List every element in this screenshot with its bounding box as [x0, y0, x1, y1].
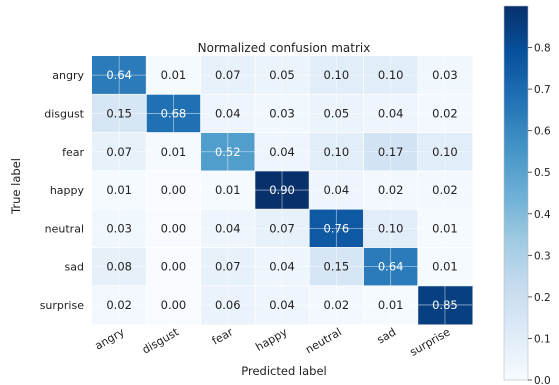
x-tick-label: sad [375, 325, 398, 346]
cell-value-label: 0.01 [432, 260, 458, 274]
cell-value-label: 0.03 [269, 106, 295, 120]
colorbar-tick-label: 0.8 [534, 43, 551, 55]
cell-value-label: 0.03 [106, 221, 132, 235]
cell-value-label: 0.02 [324, 298, 350, 312]
cell-value-label: 0.00 [161, 298, 187, 312]
cell-value-label: 0.76 [324, 221, 350, 235]
cell-value-label: 0.04 [269, 145, 295, 159]
cell-value-label: 0.17 [378, 145, 404, 159]
colorbar-tick-label: 0.1 [534, 333, 551, 345]
cell-value-label: 0.15 [324, 260, 350, 274]
cell-value-label: 0.68 [161, 106, 187, 120]
cell-value-label: 0.04 [378, 106, 404, 120]
cell-value-label: 0.64 [378, 260, 404, 274]
x-tick-label: fear [210, 325, 236, 347]
cell-value-label: 0.07 [215, 260, 241, 274]
cell-value-label: 0.01 [378, 298, 404, 312]
colorbar-tick-label: 0.2 [534, 292, 551, 304]
cell-value-label: 0.02 [432, 183, 458, 197]
cell-value-label: 0.08 [106, 260, 132, 274]
cell-value-label: 0.04 [215, 106, 241, 120]
colorbar-tick-label: 0.7 [534, 84, 551, 96]
cell-value-label: 0.00 [161, 221, 187, 235]
colorbar-tick-label: 0.4 [534, 209, 551, 221]
x-tick-label: neutral [303, 325, 344, 356]
cell-value-labels: 0.64 0.01 0.07 0.05 0.10 0.10 0.03 0.15 0.68 0.04… [106, 68, 457, 312]
cell-value-label: 0.04 [324, 183, 350, 197]
colorbar [503, 5, 529, 381]
y-tick-label: disgust [44, 107, 84, 120]
cell-value-label: 0.05 [269, 68, 295, 82]
colorbar-tick-label: 0.3 [534, 250, 551, 262]
y-tick-label: neutral [45, 222, 84, 235]
colorbar-ticks: 0.0 0.1 0.2 0.3 0.4 0.5 0.6 0.7 0.8 [528, 43, 551, 385]
cell-value-label: 0.10 [324, 145, 350, 159]
y-tick-label: fear [62, 146, 84, 159]
cell-value-label: 0.01 [106, 183, 132, 197]
cell-value-label: 0.02 [106, 298, 132, 312]
colorbar-tick-label: 0.6 [534, 126, 551, 138]
x-tick-label: disgust [140, 325, 182, 356]
cell-value-label: 0.07 [106, 145, 132, 159]
cell-value-label: 0.04 [269, 298, 295, 312]
cell-value-label: 0.00 [161, 183, 187, 197]
cell-value-label: 0.10 [324, 68, 350, 82]
y-tick-label: sad [65, 261, 84, 274]
y-tick-labels: angry disgust fear happy neutral sad surprise [40, 69, 85, 312]
cell-value-label: 0.10 [378, 68, 404, 82]
cell-value-label: 0.02 [432, 106, 458, 120]
y-tick-label: angry [52, 69, 84, 82]
cell-value-label: 0.05 [324, 106, 350, 120]
cell-value-label: 0.03 [432, 68, 458, 82]
x-tick-labels: angry disgust fear happy neutral sad surprise [93, 325, 453, 359]
chart-title: Normalized confusion matrix [198, 41, 371, 55]
colorbar-tick-label: 0.0 [534, 375, 551, 385]
cell-value-label: 0.15 [106, 106, 132, 120]
heatmap-grid [92, 56, 473, 325]
cell-value-label: 0.01 [161, 145, 187, 159]
cell-value-label: 0.52 [215, 145, 241, 159]
x-tick-label: surprise [408, 325, 453, 359]
y-axis-label: True label [9, 158, 23, 215]
x-axis-label: Predicted label [241, 364, 326, 378]
cell-value-label: 0.04 [269, 260, 295, 274]
cell-value-label: 0.02 [378, 183, 404, 197]
cell-value-label: 0.07 [269, 221, 295, 235]
cell-value-label: 0.00 [161, 260, 187, 274]
cell-value-label: 0.04 [215, 221, 241, 235]
cell-value-label: 0.10 [432, 145, 458, 159]
cell-value-label: 0.90 [269, 183, 295, 197]
y-tick-label: happy [50, 184, 85, 197]
cell-value-label: 0.01 [215, 183, 241, 197]
cell-value-label: 0.10 [378, 221, 404, 235]
cell-value-label: 0.06 [215, 298, 241, 312]
x-tick-label: angry [93, 325, 127, 352]
cell-value-label: 0.07 [215, 68, 241, 82]
cell-value-label: 0.01 [432, 221, 458, 235]
y-tick-label: surprise [40, 299, 85, 312]
cell-value-label: 0.01 [161, 68, 187, 82]
x-tick-label: happy [253, 325, 290, 354]
colorbar-tick-label: 0.5 [534, 167, 551, 179]
cell-value-label: 0.85 [432, 298, 458, 312]
cell-value-label: 0.64 [106, 68, 132, 82]
